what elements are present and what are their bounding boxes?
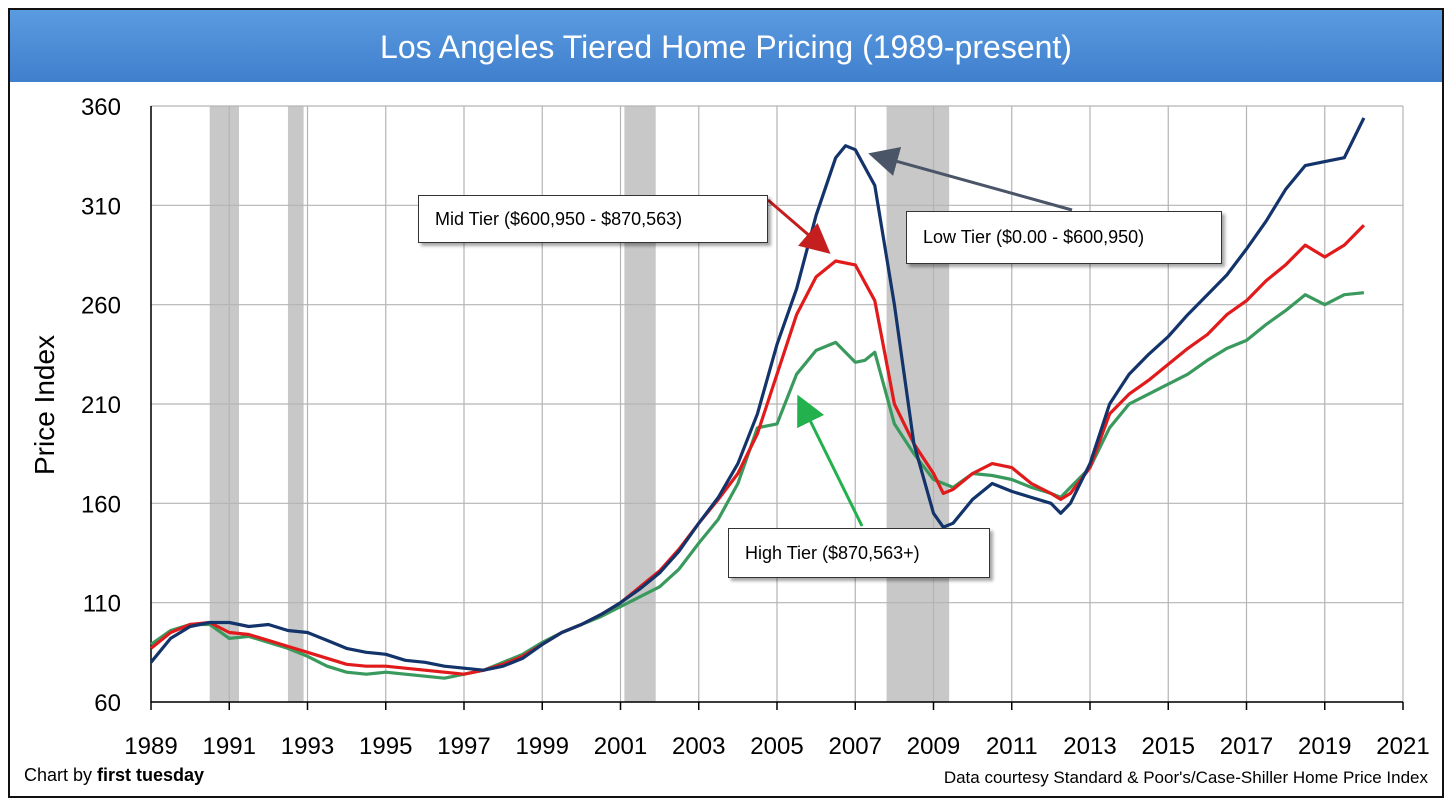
y-tick-label-310: 310 [81,193,121,220]
chart-title: Los Angeles Tiered Home Pricing (1989-pr… [8,8,1444,82]
x-tick-label-2003: 2003 [672,733,725,760]
y-axis-label: Price Index [29,335,60,475]
x-tick-label-1989: 1989 [124,733,177,760]
x-tick-label-1997: 1997 [437,733,490,760]
credit-name: first tuesday [97,765,205,785]
credit-prefix: Chart by [24,765,98,785]
y-tick-label-60: 60 [94,690,121,717]
x-tick-label-2009: 2009 [907,733,960,760]
x-tick-label-2015: 2015 [1142,733,1195,760]
x-tick-label-2013: 2013 [1063,733,1116,760]
x-tick-label-2001: 2001 [594,733,647,760]
data-source: Data courtesy Standard & Poor's/Case-Shi… [943,768,1428,787]
x-tick-label-2005: 2005 [750,733,803,760]
high-tier-arrow [797,394,864,527]
x-tick-label-1991: 1991 [203,733,256,760]
low-tier-callout-text: Low Tier ($0.00 - $600,950) [923,227,1145,247]
y-tick-label-110: 110 [83,591,121,618]
series-line-0 [149,117,1366,672]
x-tick-label-2019: 2019 [1298,733,1351,760]
x-tick-label-1995: 1995 [359,733,412,760]
low-tier-callout: Low Tier ($0.00 - $600,950) [906,211,1222,264]
x-tick-label-2011: 2011 [986,733,1038,760]
low-tier-arrow [868,146,1073,212]
y-tick-label-360: 360 [81,94,121,121]
mid-tier-callout-text: Mid Tier ($600,950 - $870,563) [435,208,683,229]
y-tick-label-260: 260 [81,293,121,320]
series-line-2 [150,291,1365,680]
chart-credit: Chart by first tuesday [24,765,204,786]
y-tick-label-210: 210 [81,392,121,419]
y-tick-label-160: 160 [81,491,121,518]
x-tick-label-2017: 2017 [1220,733,1273,760]
x-tick-label-1993: 1993 [281,733,334,760]
high-tier-callout-text: High Tier ($870,563+) [745,542,920,563]
chart-frame [8,8,1444,798]
series-line-1 [149,224,1366,676]
high-tier-callout: High Tier ($870,563+) [728,528,990,578]
x-tick-label-2007: 2007 [829,733,882,760]
mid-tier-arrow [767,198,831,254]
x-tick-label-2021: 2021 [1376,733,1429,760]
mid-tier-callout: Mid Tier ($600,950 - $870,563) [418,195,768,243]
x-tick-label-1999: 1999 [516,733,569,760]
